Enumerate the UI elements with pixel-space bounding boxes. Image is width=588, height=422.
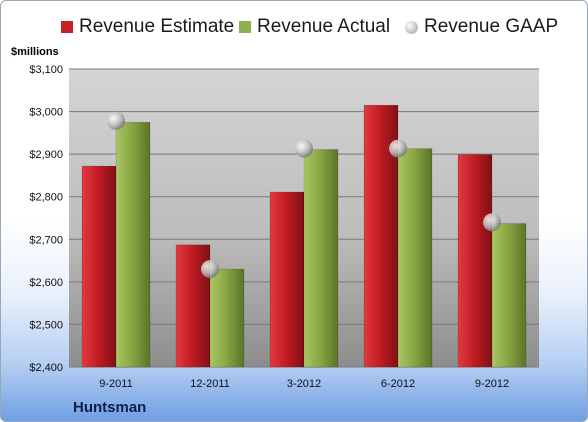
y-tick-label: $2,600 bbox=[29, 277, 63, 289]
legend-item-revenue-actual: Revenue Actual bbox=[239, 15, 390, 39]
legend-swatch-green bbox=[239, 21, 251, 33]
x-tick-label: 9-2012 bbox=[475, 378, 509, 390]
bar-revenue-actual bbox=[397, 148, 433, 368]
y-tick-label: $2,400 bbox=[29, 362, 63, 374]
bar-revenue-estimate bbox=[269, 191, 305, 368]
bar-revenue-actual bbox=[209, 268, 245, 368]
bar-revenue-estimate bbox=[457, 154, 493, 368]
y-tick-label: $2,900 bbox=[29, 149, 63, 161]
bar-revenue-actual bbox=[115, 121, 151, 368]
legend-label-revenue-gaap: Revenue GAAP bbox=[424, 16, 559, 37]
legend-swatch-gray-sphere bbox=[405, 20, 418, 34]
point-revenue-gaap bbox=[201, 260, 219, 279]
x-tick-label: 12-2011 bbox=[190, 378, 230, 390]
legend-swatch-red bbox=[61, 21, 73, 33]
legend: Revenue Estimate Revenue Actual Revenue … bbox=[23, 15, 583, 39]
legend-item-revenue-estimate: Revenue Estimate bbox=[61, 15, 234, 39]
point-revenue-gaap bbox=[295, 139, 313, 158]
bar-revenue-actual bbox=[303, 149, 339, 368]
y-tick-label: $2,500 bbox=[29, 319, 63, 331]
bar-revenue-estimate bbox=[81, 165, 117, 368]
bar-revenue-actual bbox=[491, 223, 527, 368]
x-tick-label: 9-2011 bbox=[99, 378, 132, 390]
company-label: Huntsman bbox=[73, 399, 147, 416]
point-revenue-gaap bbox=[107, 111, 125, 130]
y-tick-label: $2,700 bbox=[29, 234, 63, 246]
y-tick-label: $3,000 bbox=[29, 107, 63, 119]
y-tick-label: $2,800 bbox=[29, 192, 63, 204]
point-revenue-gaap bbox=[483, 213, 501, 232]
x-tick-label: 3-2012 bbox=[287, 378, 321, 390]
point-revenue-gaap bbox=[389, 139, 407, 158]
legend-label-revenue-actual: Revenue Actual bbox=[257, 16, 391, 37]
legend-item-revenue-gaap: Revenue GAAP bbox=[405, 15, 558, 39]
x-tick-label: 6-2012 bbox=[381, 378, 415, 390]
legend-label-revenue-estimate: Revenue Estimate bbox=[79, 16, 235, 37]
y-axis-unit-label: $millions bbox=[11, 46, 59, 58]
y-tick-label: $3,100 bbox=[29, 64, 63, 76]
